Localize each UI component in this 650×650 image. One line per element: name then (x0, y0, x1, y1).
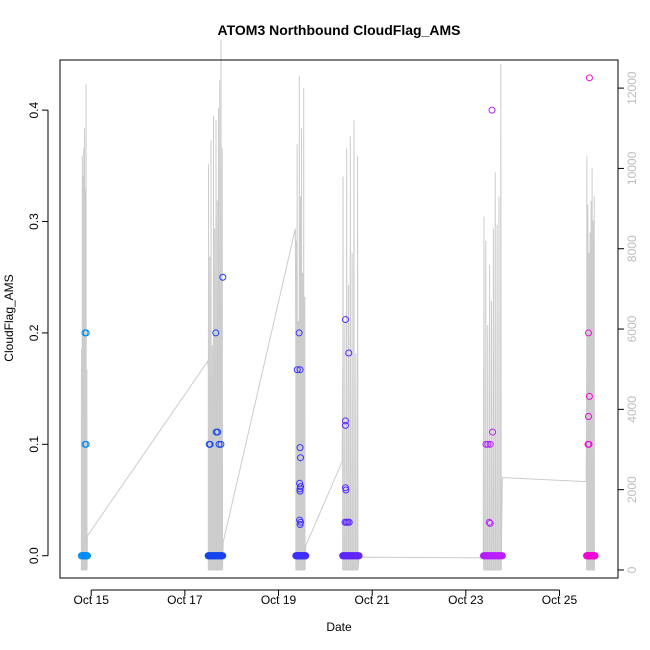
y2-tick-label: 12000 (625, 71, 639, 105)
secondary-y-axis: 0 2000 4000 6000 8000 10000 12000 (617, 71, 639, 573)
data-point (206, 440, 214, 448)
data-point (82, 329, 90, 337)
data-point (498, 552, 506, 560)
x-tick-label: Oct 23 (448, 593, 484, 607)
data-point (295, 329, 303, 337)
data-point (341, 421, 349, 429)
x-tick-label: Oct 21 (354, 593, 390, 607)
data-point (345, 518, 353, 526)
y-tick-label: 0.2 (27, 324, 41, 341)
data-point (297, 454, 305, 462)
data-point (341, 316, 349, 324)
data-point (296, 487, 304, 495)
data-point (482, 440, 490, 448)
data-point (591, 552, 599, 560)
y-axis: 0.0 0.1 0.2 0.3 0.4 (27, 101, 49, 564)
y2-tick-label: 6000 (625, 315, 639, 342)
data-point (345, 349, 353, 357)
x-tick-label: Oct 25 (542, 593, 578, 607)
chart-title: ATOM3 Northbound CloudFlag_AMS (218, 22, 461, 38)
data-point (293, 366, 301, 374)
x-axis: Oct 15 Oct 17 Oct 19 Oct 21 Oct 23 Oct 25 (74, 589, 578, 607)
secondary-series-line (80, 39, 596, 571)
data-point (302, 552, 310, 560)
data-point (296, 485, 304, 493)
data-point (219, 273, 227, 281)
plot-area (77, 39, 599, 571)
y2-tick-label: 4000 (625, 396, 639, 423)
x-tick-label: Oct 15 (74, 593, 110, 607)
y-tick-label: 0.0 (27, 547, 41, 564)
x-tick-label: Oct 19 (261, 593, 297, 607)
data-point (296, 444, 304, 452)
plot-frame (59, 59, 619, 579)
data-point (354, 552, 362, 560)
data-point (585, 440, 593, 448)
data-point (488, 106, 496, 114)
y-tick-label: 0.3 (27, 213, 41, 230)
y2-tick-label: 2000 (625, 476, 639, 503)
data-point (585, 329, 592, 337)
data-point (296, 366, 304, 374)
data-point (296, 521, 304, 529)
data-point (585, 74, 593, 82)
data-point (82, 440, 90, 448)
data-point (485, 518, 493, 526)
data-point (585, 392, 593, 400)
y-tick-label: 0.1 (27, 436, 41, 453)
data-point (83, 552, 91, 560)
data-point (219, 552, 227, 560)
data-point (585, 412, 592, 420)
data-point (212, 329, 220, 337)
y-tick-label: 0.4 (27, 101, 41, 118)
y2-tick-label: 8000 (625, 235, 639, 262)
data-point (341, 417, 349, 425)
data-point (486, 519, 494, 527)
data-point (484, 440, 492, 448)
data-point (486, 440, 494, 448)
data-point (214, 428, 222, 436)
y-axis-label: CloudFlag_AMS (2, 274, 16, 361)
data-point (215, 440, 223, 448)
data-point (217, 440, 225, 448)
y2-tick-label: 10000 (625, 151, 639, 185)
x-axis-label: Date (326, 620, 352, 634)
x-tick-label: Oct 17 (167, 593, 203, 607)
data-point (342, 486, 350, 494)
data-point (489, 428, 497, 436)
y2-tick-label: 0 (625, 566, 639, 573)
